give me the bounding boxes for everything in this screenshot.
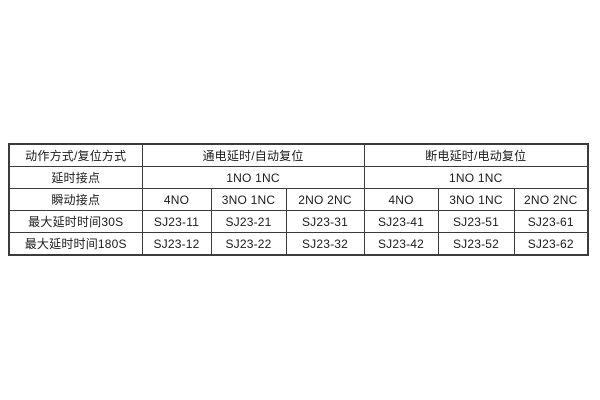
- value-delay-contact-group2: 1NO 1NC: [363, 166, 589, 189]
- model-sj23-32: SJ23-32: [285, 232, 365, 256]
- value-delay-contact-group1: 1NO 1NC: [141, 166, 365, 189]
- header-action-reset-mode: 动作方式/复位方式: [8, 143, 143, 167]
- model-sj23-61: SJ23-61: [513, 210, 589, 233]
- value-instant-contact-4: 4NO: [363, 188, 439, 211]
- value-instant-contact-5: 3NO 1NC: [437, 188, 515, 211]
- label-delay-contact: 延时接点: [8, 166, 143, 189]
- table-row-action-mode: 动作方式/复位方式 通电延时/自动复位 断电延时/电动复位: [8, 143, 589, 167]
- value-instant-contact-1: 4NO: [141, 188, 212, 211]
- table-row-delay-contact: 延时接点 1NO 1NC 1NO 1NC: [8, 166, 589, 189]
- label-max-delay-180s: 最大延时时间180S: [8, 232, 143, 256]
- table-row-max-delay-30s: 最大延时时间30S SJ23-11 SJ23-21 SJ23-31 SJ23-4…: [8, 210, 589, 233]
- model-sj23-21: SJ23-21: [210, 210, 287, 233]
- value-instant-contact-6: 2NO 2NC: [513, 188, 589, 211]
- model-sj23-62: SJ23-62: [513, 232, 589, 256]
- model-sj23-51: SJ23-51: [437, 210, 515, 233]
- model-sj23-31: SJ23-31: [285, 210, 365, 233]
- header-power-off-delay-electric-reset: 断电延时/电动复位: [363, 143, 589, 167]
- model-sj23-22: SJ23-22: [210, 232, 287, 256]
- model-sj23-12: SJ23-12: [141, 232, 212, 256]
- model-sj23-52: SJ23-52: [437, 232, 515, 256]
- model-sj23-42: SJ23-42: [363, 232, 439, 256]
- model-sj23-11: SJ23-11: [141, 210, 212, 233]
- header-power-on-delay-auto-reset: 通电延时/自动复位: [141, 143, 365, 167]
- label-instant-contact: 瞬动接点: [8, 188, 143, 211]
- value-instant-contact-2: 3NO 1NC: [210, 188, 287, 211]
- table-row-instant-contact: 瞬动接点 4NO 3NO 1NC 2NO 2NC 4NO 3NO 1NC 2NO…: [8, 188, 589, 211]
- label-max-delay-30s: 最大延时时间30S: [8, 210, 143, 233]
- value-instant-contact-3: 2NO 2NC: [285, 188, 365, 211]
- model-sj23-41: SJ23-41: [363, 210, 439, 233]
- relay-spec-table: 动作方式/复位方式 通电延时/自动复位 断电延时/电动复位 延时接点 1NO 1…: [8, 143, 590, 256]
- table-row-max-delay-180s: 最大延时时间180S SJ23-12 SJ23-22 SJ23-32 SJ23-…: [8, 232, 589, 256]
